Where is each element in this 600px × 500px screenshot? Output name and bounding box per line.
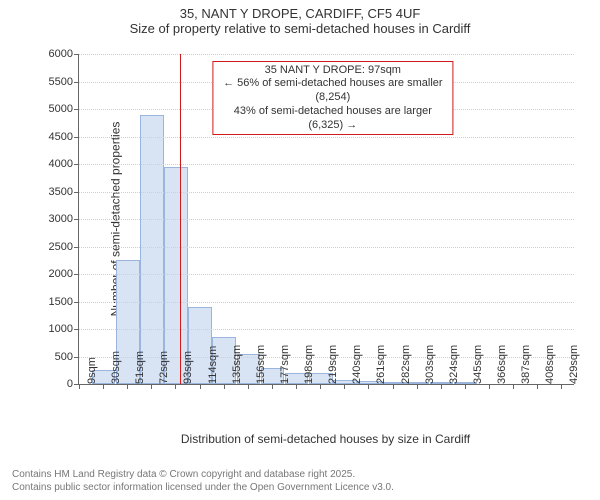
xtick-mark [103,384,104,389]
xtick-label: 345sqm [469,345,484,384]
gridline-h [79,192,574,193]
gridline-h [79,274,574,275]
chart-container: 35, NANT Y DROPE, CARDIFF, CF5 4UF Size … [0,0,600,500]
xtick-label: 366sqm [493,345,508,384]
xtick-label: 9sqm [83,357,98,384]
ytick-label: 500 [55,351,79,363]
xtick-label: 387sqm [517,345,532,384]
xtick-mark [320,384,321,389]
xtick-label: 282sqm [397,345,412,384]
xtick-mark [537,384,538,389]
xtick-mark [248,384,249,389]
xtick-mark [224,384,225,389]
title-line-2: Size of property relative to semi-detach… [0,21,600,36]
xtick-mark [127,384,128,389]
gridline-h [79,219,574,220]
xtick-label: 261sqm [372,345,387,384]
title-line-1: 35, NANT Y DROPE, CARDIFF, CF5 4UF [0,6,600,21]
xtick-mark [561,384,562,389]
ytick-label: 4500 [49,131,79,143]
ytick-label: 2500 [49,241,79,253]
gridline-h [79,247,574,248]
ytick-label: 1000 [49,323,79,335]
x-axis-label: Distribution of semi-detached houses by … [78,432,573,446]
xtick-mark [441,384,442,389]
annotation-box: 35 NANT Y DROPE: 97sqm← 56% of semi-deta… [212,61,453,136]
xtick-label: 135sqm [228,345,243,384]
chart-title: 35, NANT Y DROPE, CARDIFF, CF5 4UF Size … [0,6,600,36]
gridline-h [79,164,574,165]
annotation-line: 43% of semi-detached houses are larger (… [217,105,448,133]
annotation-line: ← 56% of semi-detached houses are smalle… [217,77,448,105]
xtick-label: 156sqm [252,345,267,384]
xtick-mark [393,384,394,389]
xtick-mark [465,384,466,389]
xtick-label: 51sqm [131,351,146,384]
xtick-mark [151,384,152,389]
xtick-mark [175,384,176,389]
plot-area: 0500100015002000250030003500400045005000… [78,54,574,385]
ytick-label: 3000 [49,213,79,225]
xtick-label: 429sqm [565,345,580,384]
xtick-label: 219sqm [324,345,339,384]
xtick-mark [489,384,490,389]
gridline-h [79,329,574,330]
histogram-bar [140,115,164,385]
ytick-label: 4000 [49,158,79,170]
ytick-label: 5000 [49,103,79,115]
gridline-h [79,54,574,55]
xtick-mark [513,384,514,389]
xtick-mark [368,384,369,389]
ytick-label: 6000 [49,48,79,60]
xtick-label: 408sqm [541,345,556,384]
gridline-h [79,137,574,138]
xtick-mark [296,384,297,389]
xtick-mark [79,384,80,389]
ytick-label: 1500 [49,296,79,308]
xtick-mark [272,384,273,389]
annotation-line: 35 NANT Y DROPE: 97sqm [217,64,448,78]
ytick-label: 3500 [49,186,79,198]
xtick-label: 72sqm [155,351,170,384]
xtick-label: 93sqm [179,351,194,384]
xtick-label: 114sqm [204,346,219,384]
credits-line-1: Contains HM Land Registry data © Crown c… [12,469,394,482]
xtick-mark [417,384,418,389]
xtick-label: 240sqm [348,345,363,384]
ytick-label: 0 [67,378,79,390]
gridline-h [79,302,574,303]
ytick-label: 2000 [49,268,79,280]
xtick-mark [344,384,345,389]
xtick-label: 30sqm [107,351,122,384]
xtick-mark [200,384,201,389]
xtick-label: 303sqm [421,345,436,384]
credits-line-2: Contains public sector information licen… [12,482,394,495]
xtick-label: 177sqm [276,345,291,384]
marker-line [180,54,181,384]
credits: Contains HM Land Registry data © Crown c… [12,469,394,494]
xtick-label: 198sqm [300,345,315,384]
xtick-label: 324sqm [445,345,460,384]
ytick-label: 5500 [49,76,79,88]
